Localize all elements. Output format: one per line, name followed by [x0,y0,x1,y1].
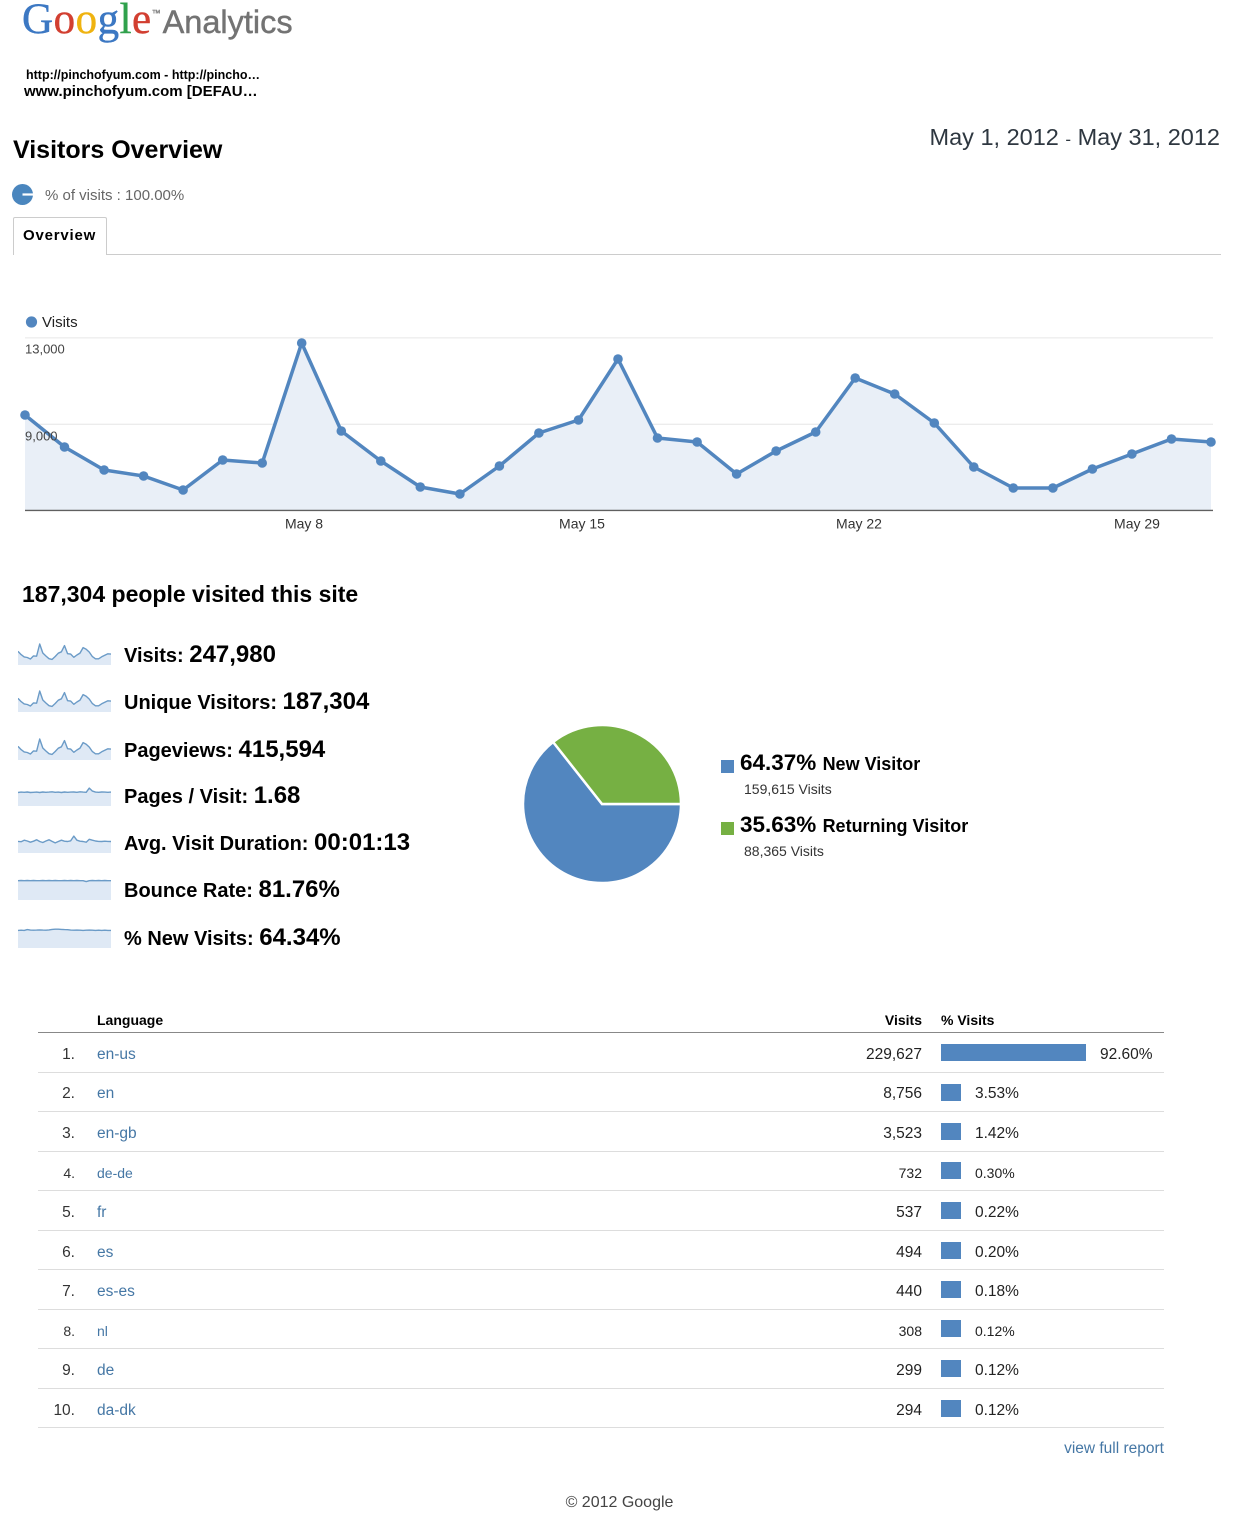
svg-text:May 15: May 15 [559,516,605,532]
svg-text:Visits: Visits [42,314,78,331]
svg-text:9,000: 9,000 [25,428,58,443]
svg-text:13,000: 13,000 [25,342,65,357]
svg-text:May 8: May 8 [285,516,323,532]
svg-text:May 29: May 29 [1114,516,1160,532]
svg-text:May 22: May 22 [836,516,882,532]
